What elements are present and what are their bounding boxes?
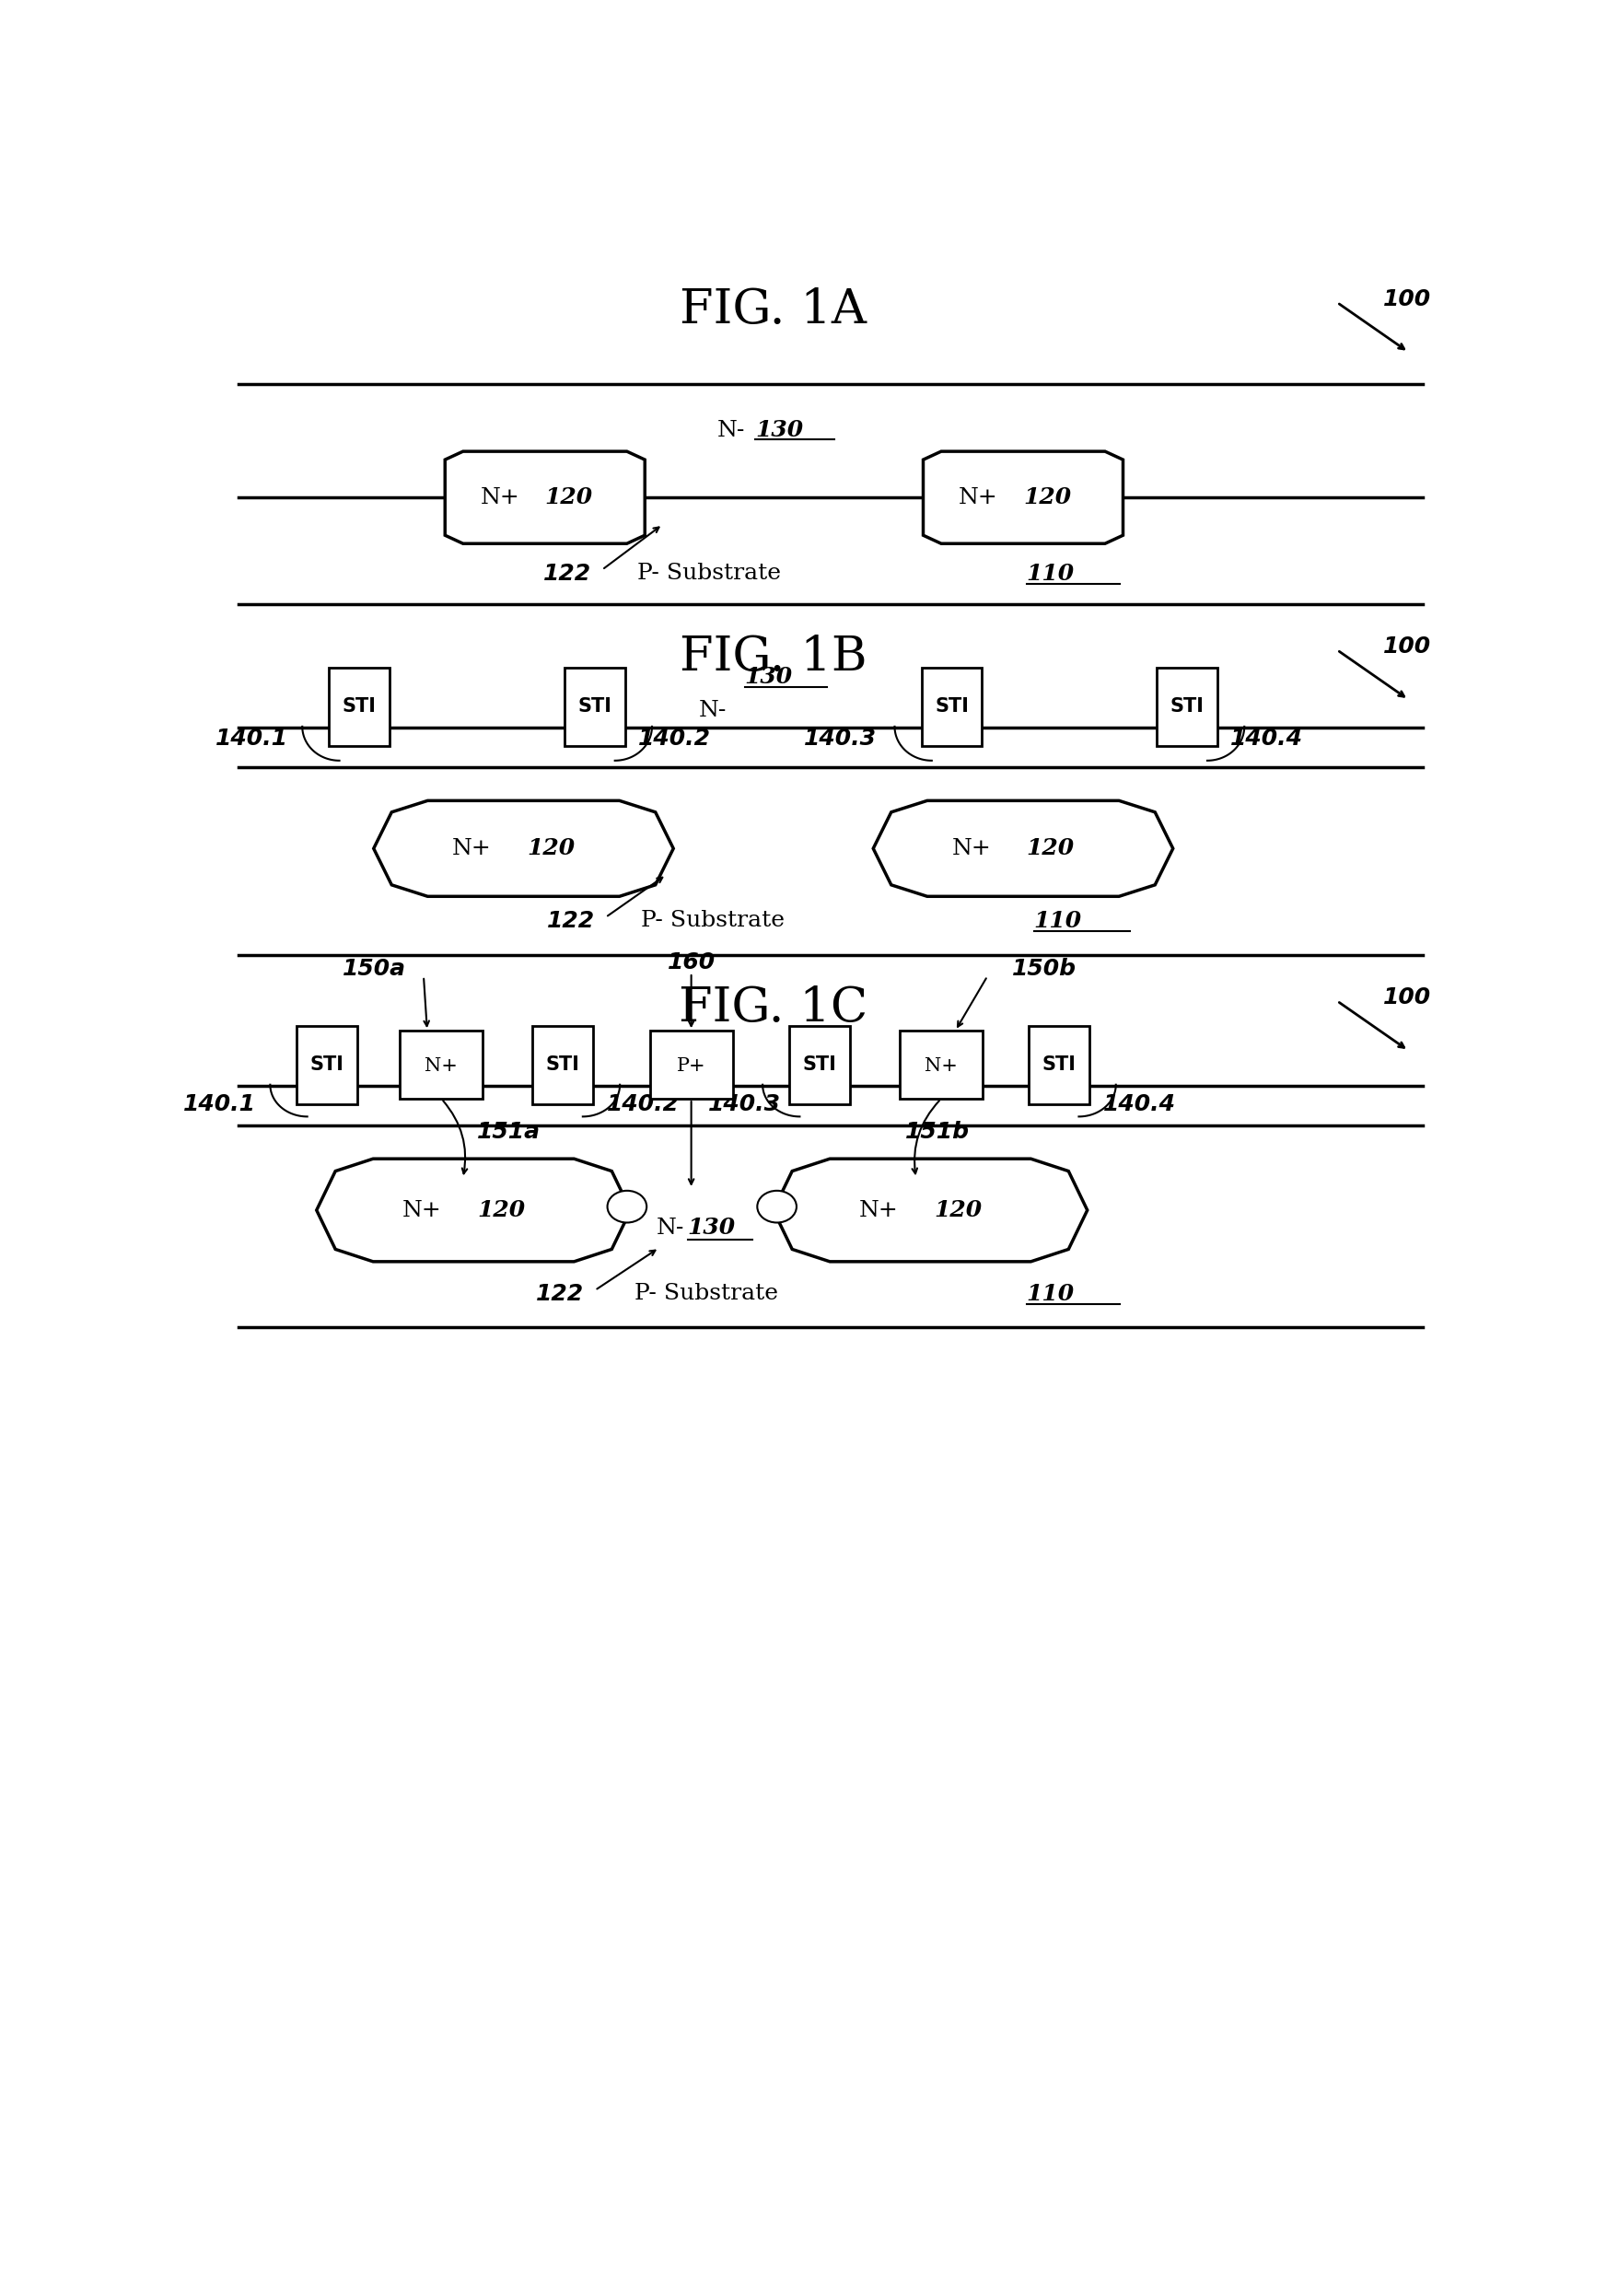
Text: 140.1: 140.1 — [215, 728, 288, 751]
Text: N+: N+ — [951, 838, 990, 859]
Text: 140.3: 140.3 — [804, 728, 877, 751]
Bar — [328, 668, 390, 746]
Text: P+: P+ — [676, 1058, 705, 1075]
Text: 120: 120 — [527, 838, 574, 859]
Text: STI: STI — [341, 698, 375, 716]
Polygon shape — [922, 452, 1123, 544]
Text: STI: STI — [545, 1056, 579, 1075]
Text: 160: 160 — [667, 951, 715, 974]
Text: 100: 100 — [1383, 636, 1430, 657]
Text: STI: STI — [578, 698, 612, 716]
Text: 122: 122 — [547, 909, 594, 932]
Text: 120: 120 — [1026, 838, 1074, 859]
Text: P- Substrate: P- Substrate — [641, 909, 785, 932]
Text: N-: N- — [717, 420, 744, 441]
Ellipse shape — [607, 1192, 646, 1221]
Text: 151b: 151b — [904, 1120, 969, 1143]
Text: STI: STI — [311, 1056, 345, 1075]
Bar — [921, 668, 982, 746]
Text: 122: 122 — [536, 1283, 584, 1304]
Text: 140.2: 140.2 — [607, 1093, 680, 1116]
Text: 120: 120 — [934, 1199, 982, 1221]
Ellipse shape — [757, 1192, 796, 1221]
Text: 130: 130 — [744, 666, 793, 689]
Text: 120: 120 — [1023, 487, 1071, 507]
Text: 130: 130 — [688, 1217, 735, 1240]
Bar — [1027, 1026, 1089, 1104]
Text: N-: N- — [655, 1217, 684, 1238]
Text: 110: 110 — [1026, 1283, 1074, 1304]
Text: 110: 110 — [1026, 563, 1074, 585]
Text: N+: N+ — [424, 1058, 458, 1075]
Text: 130: 130 — [756, 420, 803, 441]
Text: N+: N+ — [481, 487, 519, 507]
Bar — [296, 1026, 358, 1104]
Text: 120: 120 — [477, 1199, 524, 1221]
Text: N-: N- — [699, 700, 726, 721]
Text: N+: N+ — [451, 838, 492, 859]
Bar — [400, 1031, 482, 1100]
Text: 140.1: 140.1 — [183, 1093, 256, 1116]
Text: N+: N+ — [401, 1199, 442, 1221]
Text: 120: 120 — [545, 487, 592, 507]
Text: 150a: 150a — [341, 957, 406, 980]
Text: FIG. 1C: FIG. 1C — [678, 985, 867, 1031]
Text: STI: STI — [803, 1056, 837, 1075]
Bar — [565, 668, 625, 746]
Polygon shape — [374, 801, 673, 895]
Text: 100: 100 — [1383, 287, 1430, 310]
Text: P- Substrate: P- Substrate — [634, 1283, 777, 1304]
Text: FIG. 1B: FIG. 1B — [680, 634, 867, 680]
Text: 150b: 150b — [1011, 957, 1076, 980]
Text: FIG. 1A: FIG. 1A — [680, 287, 866, 333]
Text: 122: 122 — [544, 563, 591, 585]
Text: N+: N+ — [924, 1058, 956, 1075]
Text: STI: STI — [1170, 698, 1204, 716]
Polygon shape — [317, 1159, 631, 1261]
Text: STI: STI — [934, 698, 968, 716]
Text: P- Substrate: P- Substrate — [637, 563, 781, 583]
Text: 110: 110 — [1034, 909, 1081, 932]
Text: 151a: 151a — [477, 1120, 540, 1143]
Text: 140.3: 140.3 — [707, 1093, 780, 1116]
Text: 100: 100 — [1383, 987, 1430, 1008]
Text: 140.4: 140.4 — [1230, 728, 1302, 751]
Bar — [649, 1031, 733, 1100]
Bar — [900, 1031, 982, 1100]
Text: N+: N+ — [859, 1199, 898, 1221]
Text: N+: N+ — [958, 487, 998, 507]
Text: 140.2: 140.2 — [637, 728, 710, 751]
Bar — [1157, 668, 1217, 746]
Bar — [790, 1026, 849, 1104]
Text: STI: STI — [1042, 1056, 1074, 1075]
Polygon shape — [445, 452, 644, 544]
Text: 140.4: 140.4 — [1102, 1093, 1175, 1116]
Bar — [532, 1026, 592, 1104]
Polygon shape — [872, 801, 1173, 895]
Polygon shape — [773, 1159, 1087, 1261]
